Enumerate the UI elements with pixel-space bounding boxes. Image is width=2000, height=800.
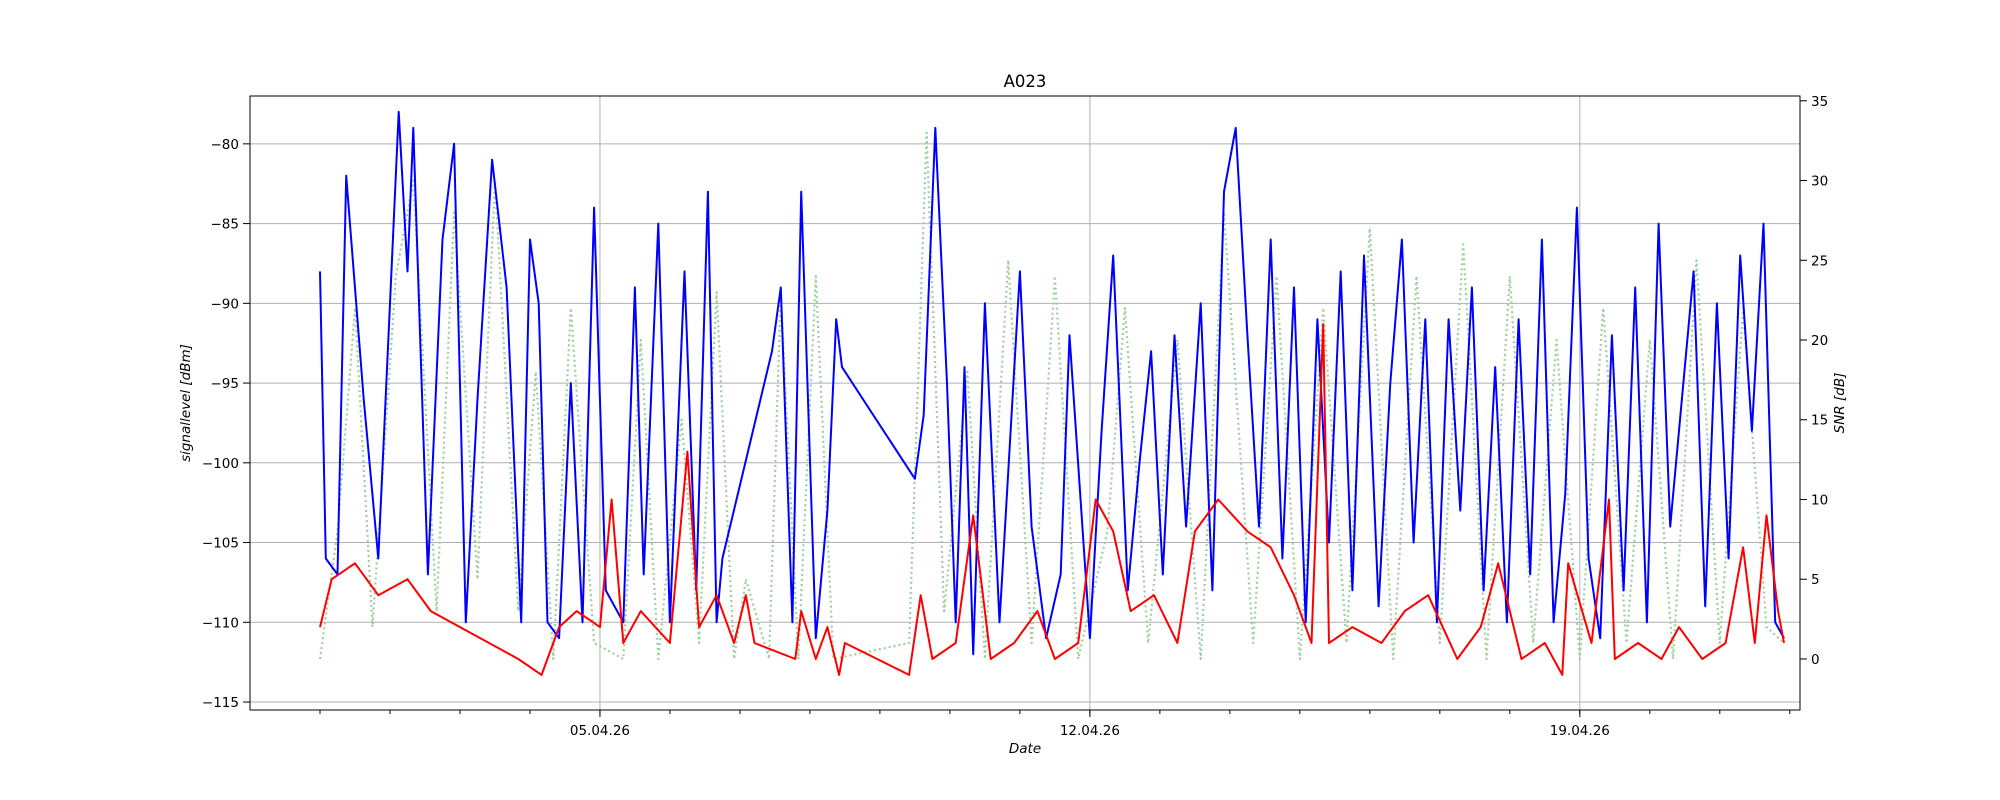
x-tick-label: 05.04.26 xyxy=(570,723,630,739)
y-tick-label: −100 xyxy=(202,456,239,472)
y-axis-right-label: SNR [dB] xyxy=(1832,373,1848,434)
x-tick-label: 12.04.26 xyxy=(1060,723,1120,739)
y-axis-label: signallevel [dBm] xyxy=(178,344,194,462)
signal-series-line xyxy=(319,110,1785,656)
snr-series-line xyxy=(319,323,1785,676)
y-right-tick-label: 25 xyxy=(1811,253,1828,269)
y-right-tick-label: 5 xyxy=(1811,572,1820,588)
y-right-tick-label: 35 xyxy=(1811,94,1828,110)
y-right-tick-label: 30 xyxy=(1811,174,1828,190)
y-tick-label: −90 xyxy=(211,296,240,312)
chart-title: A023 xyxy=(1004,72,1047,91)
y-tick-label: −95 xyxy=(211,376,240,392)
y-right-tick-label: 15 xyxy=(1811,413,1828,429)
y-right-tick-label: 20 xyxy=(1811,333,1828,349)
x-tick-label: 19.04.26 xyxy=(1550,723,1610,739)
y-right-tick-label: 10 xyxy=(1811,492,1828,508)
y-tick-label: −110 xyxy=(202,615,239,631)
y-tick-label: −105 xyxy=(202,536,239,552)
series-layer xyxy=(318,110,1785,676)
y-right-tick-label: 0 xyxy=(1811,652,1820,668)
x-axis-label: Date xyxy=(1009,741,1041,757)
plot-frame xyxy=(249,95,1801,711)
y-tick-label: −85 xyxy=(211,217,240,233)
y-tick-label: −115 xyxy=(202,695,239,711)
ticks: 05.04.26 12.04.26 19.04.26 −115 −110 −105 −100… xyxy=(202,94,1828,739)
y-tick-label: −80 xyxy=(211,137,240,153)
